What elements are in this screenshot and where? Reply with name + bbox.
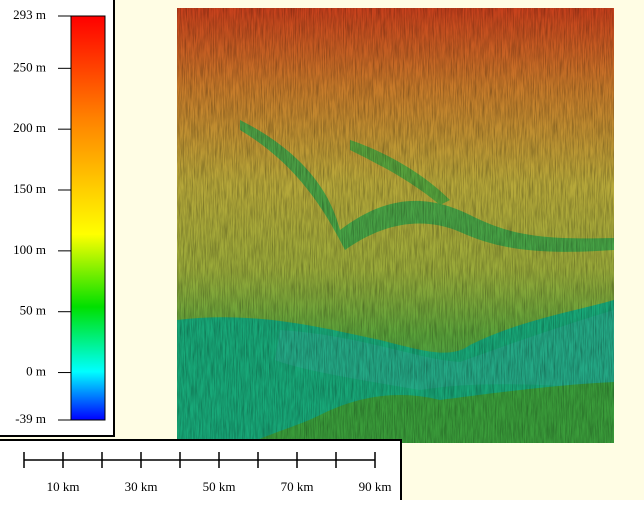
legend-tick-label: 0 m xyxy=(26,364,46,379)
legend-tick-label: 200 m xyxy=(13,120,46,135)
scale-label: 50 km xyxy=(203,479,236,494)
legend-tick-label: 50 m xyxy=(20,303,46,318)
legend-tick-label: 150 m xyxy=(13,181,46,196)
legend-tick-label: 100 m xyxy=(13,242,46,257)
scale-label: 90 km xyxy=(359,479,392,494)
scale-label: 70 km xyxy=(281,479,314,494)
scale-label: 10 km xyxy=(47,479,80,494)
elevation-legend: 293 m 250 m 200 m 150 m 100 m 50 m 0 m -39 m xyxy=(0,0,115,437)
elevation-raster xyxy=(177,8,614,443)
scale-label: 30 km xyxy=(125,479,158,494)
scale-bar: 10 km 30 km 50 km 70 km 90 km xyxy=(0,439,402,503)
legend-tick-label: -39 m xyxy=(15,411,46,426)
legend-tick-label: 293 m xyxy=(13,7,46,22)
legend-tick-label: 250 m xyxy=(13,59,46,74)
